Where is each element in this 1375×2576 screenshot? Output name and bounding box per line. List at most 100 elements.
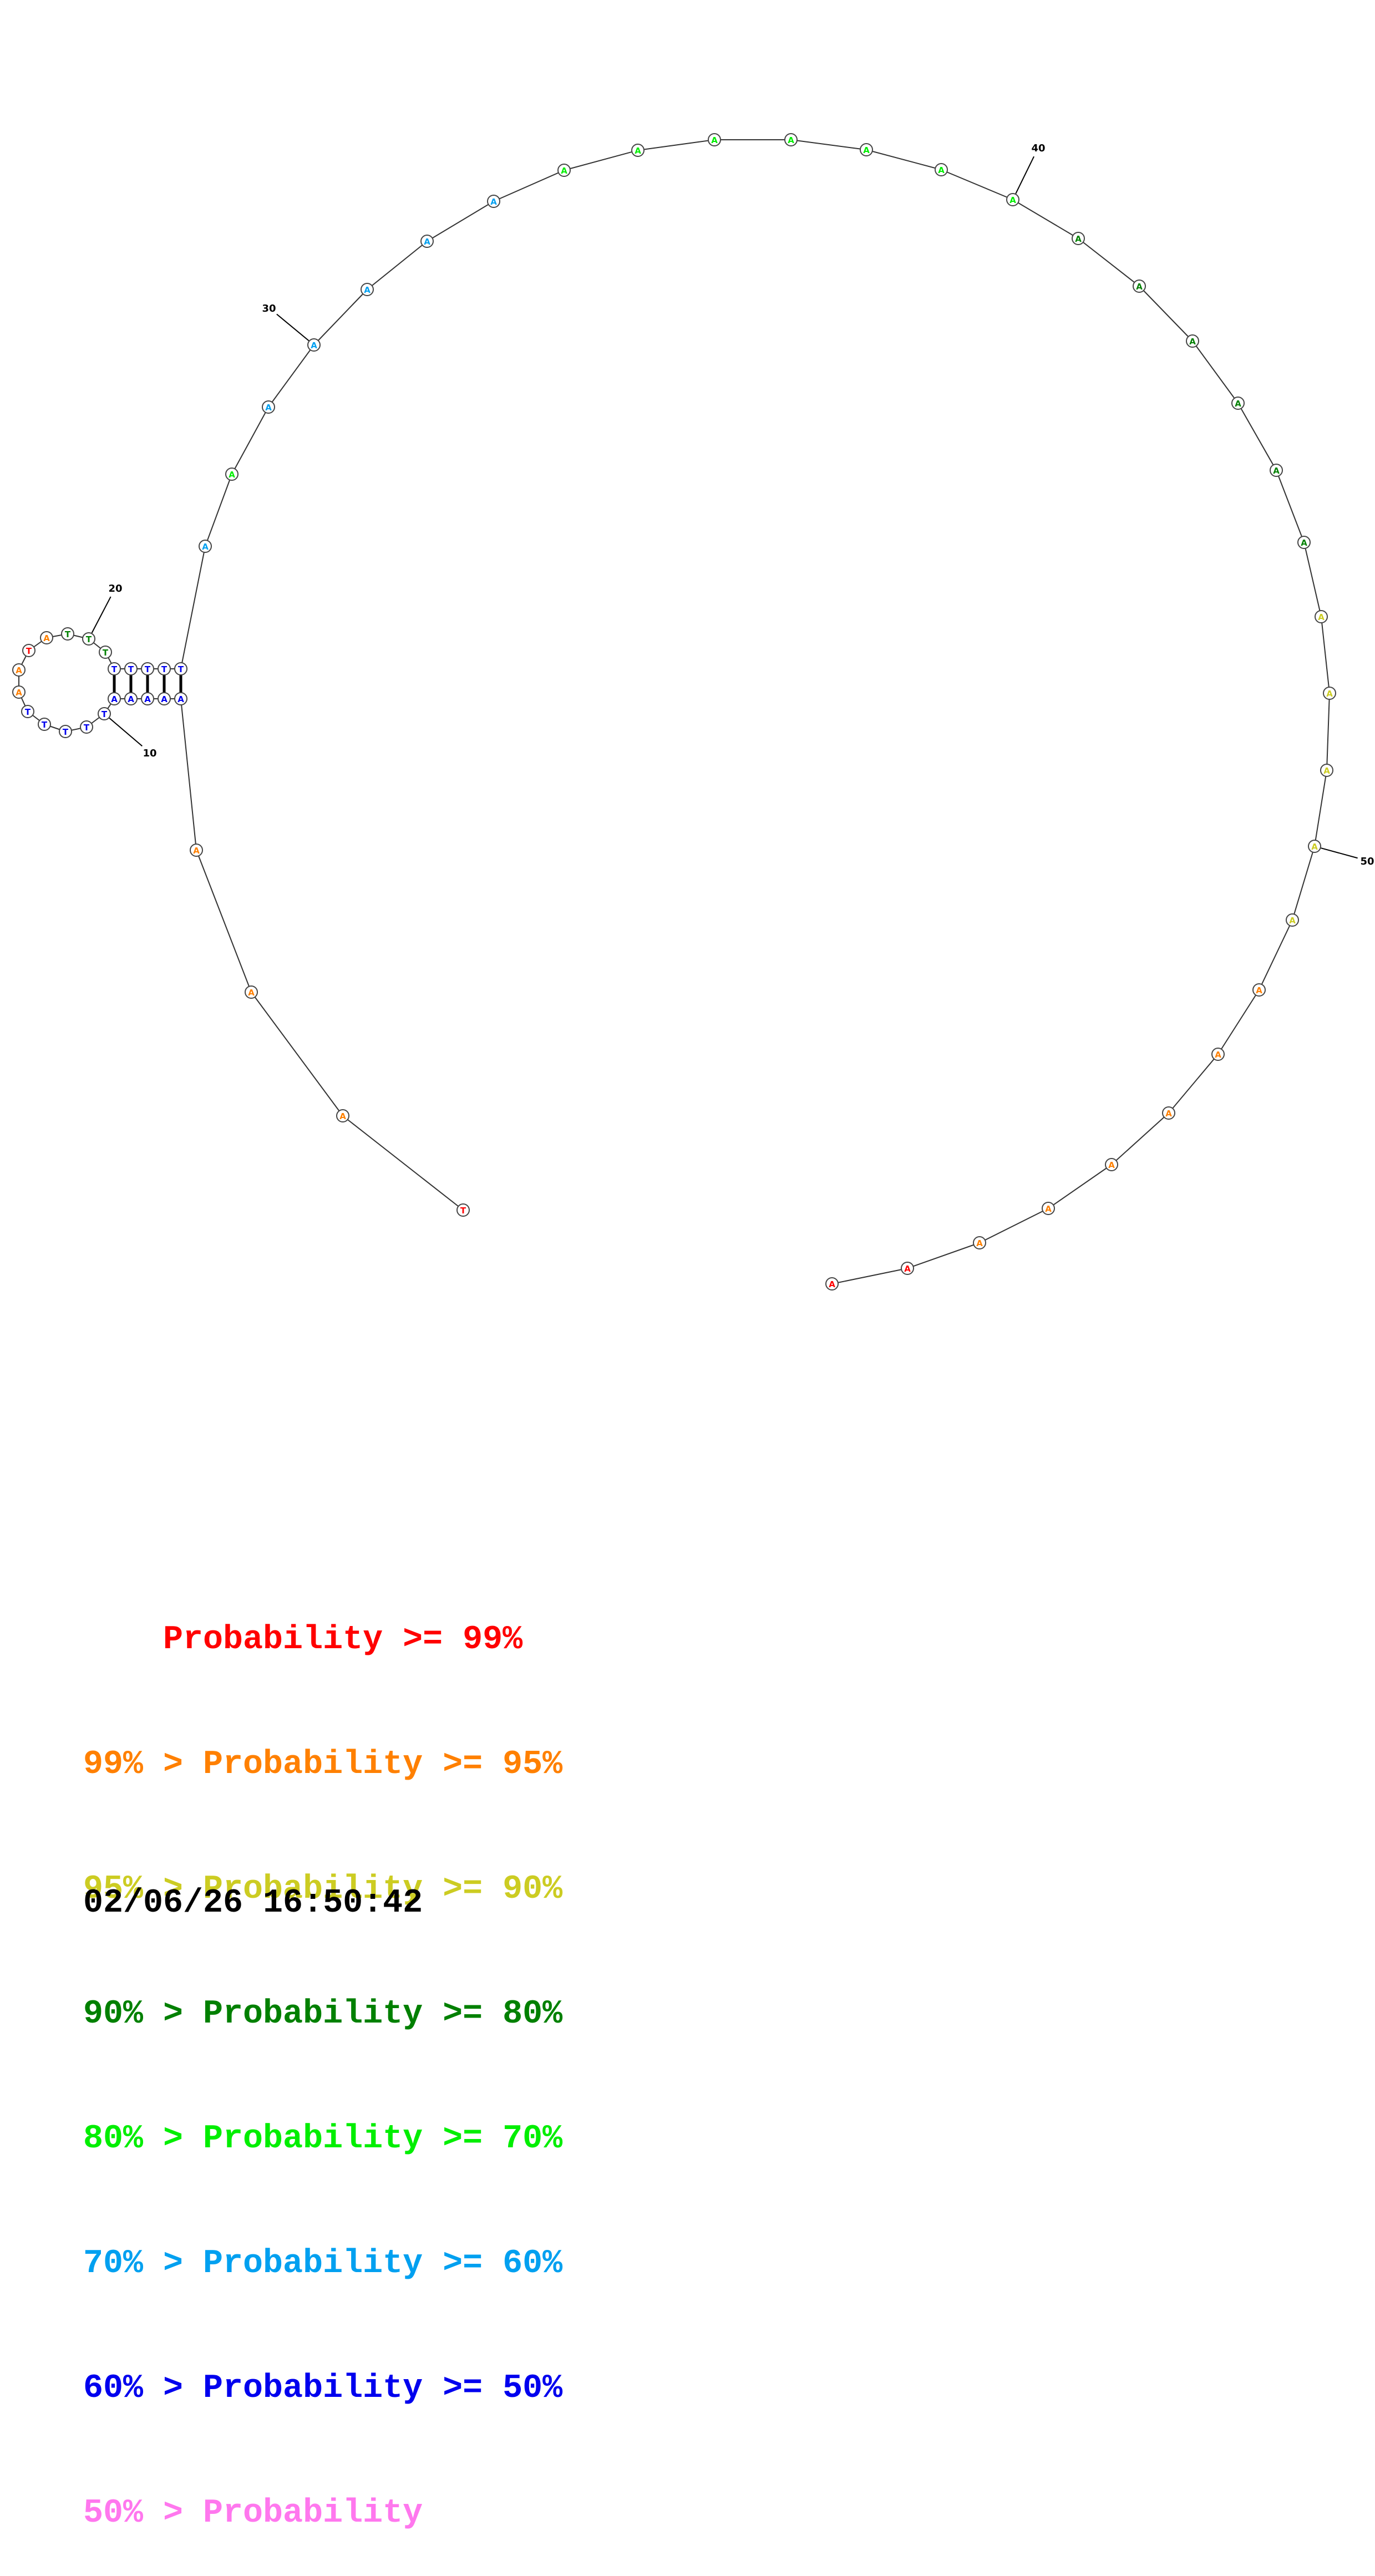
legend-row-p90: 95% > Probability >= 90% [83, 1871, 563, 1908]
timestamp: 02/06/26 16:50:42 [83, 1884, 423, 1922]
backbone-segment [231, 407, 269, 475]
nucleotide-base: T [178, 664, 184, 674]
base-pairs [113, 675, 182, 693]
backbone-segment [1192, 341, 1239, 404]
nucleotide-circle [22, 644, 35, 657]
nucleotide-circle [1006, 193, 1019, 206]
nucleotide-circle [901, 1262, 914, 1275]
backbone-segment [941, 169, 1013, 200]
nucleotide-circle [631, 144, 645, 157]
nucleotide-circle [361, 283, 374, 296]
nucleotide-base: A [976, 1238, 983, 1248]
probability-legend: Probability >= 99% 99% > Probability >= … [83, 1536, 562, 2576]
legend-row-p50: 60% > Probability >= 50% [83, 2370, 563, 2407]
nucleotide-base: A [1165, 1109, 1172, 1119]
nucleotide-base: A [1273, 466, 1280, 476]
nucleotide-circle [1162, 1106, 1175, 1120]
backbone-segment [1048, 1164, 1112, 1209]
nucleotide-base: A [16, 688, 22, 698]
legend-row-p95: 99% > Probability >= 95% [83, 1746, 563, 1784]
nucleotide-circle [336, 1109, 349, 1122]
nucleotide-base: A [43, 633, 50, 643]
backbone-segment [313, 289, 368, 346]
nucleotide-base: T [86, 634, 92, 644]
nucleotide-circle [557, 164, 571, 177]
backbone-segment [1292, 846, 1315, 921]
nucleotide-circle [307, 338, 321, 352]
nucleotide-circle [825, 1277, 839, 1290]
nucleotide-base: A [193, 846, 200, 856]
nucleotide-base: A [1323, 766, 1330, 776]
backbone-segment [790, 139, 867, 150]
backbone-segment [196, 850, 252, 993]
nucleotide-circle [21, 705, 34, 718]
nucleotide-circle [1297, 536, 1311, 549]
backbone-segment [1276, 470, 1305, 543]
backbone-segment [1168, 1054, 1219, 1114]
nucleotide-circle [1186, 334, 1199, 348]
nucleotide-base: A [248, 988, 255, 998]
nucleotide-base: A [111, 694, 118, 704]
backbone-segment [866, 149, 942, 170]
backbone-segment [251, 992, 343, 1116]
backbone-segment [1111, 1112, 1169, 1165]
nucleotide-base: A [863, 145, 870, 155]
backbone-segment [268, 344, 314, 408]
nucleotide-base: A [938, 165, 945, 175]
nucleotide-base: A [1311, 842, 1318, 852]
nucleotide-base: T [65, 629, 71, 639]
backbone-segment [979, 1208, 1049, 1243]
nucleotide-base: A [364, 285, 371, 295]
nucleotide-circle [158, 692, 171, 705]
nucleotide-base: A [1235, 399, 1241, 409]
nucleotide-circle [38, 718, 51, 731]
nucleotide-circle [158, 662, 171, 675]
nucleotide-base: A [1215, 1050, 1221, 1060]
nucleotide-base: A [1289, 916, 1296, 926]
nucleotide-base: A [904, 1264, 911, 1274]
nucleotide-base: A [1326, 689, 1333, 699]
nucleotide-base: A [635, 146, 641, 156]
nucleotide-base: T [84, 723, 90, 733]
nucleotide-circle [12, 663, 26, 677]
nucleotide-base: A [128, 694, 134, 704]
nucleotide-circle [487, 195, 500, 208]
nucleotide-circle [98, 707, 111, 720]
nucleotide-circle [1231, 397, 1245, 410]
nucleotide-circle [456, 1203, 470, 1217]
nucleotide-circle [1211, 1048, 1225, 1061]
position-tick-line [109, 718, 143, 747]
position-ticks: 10 20 30 40 50 [91, 143, 1374, 867]
backbone-segment [1217, 989, 1260, 1055]
legend-row-p70: 80% > Probability >= 70% [83, 2120, 563, 2158]
nucleotide-base: A [1256, 985, 1262, 995]
nucleotide-base: A [1075, 234, 1082, 244]
nucleotide-base: A [490, 197, 497, 207]
nucleotide-base: A [202, 542, 209, 552]
nucleotide-base: A [1189, 337, 1196, 347]
backbone-segment [1012, 199, 1079, 239]
nucleotide-circle [420, 235, 434, 248]
backbone-segment [427, 201, 494, 242]
nucleotide-base: A [311, 341, 317, 350]
backbone-segment [342, 1115, 464, 1211]
nucleotide-base: A [1045, 1204, 1052, 1214]
nucleotide-base: A [829, 1279, 835, 1289]
position-tick-line [91, 596, 111, 633]
nucleotide-circle [1252, 983, 1266, 997]
nucleotide-circle [108, 692, 121, 705]
nucleotide-base: T [103, 648, 109, 658]
nucleotide-circle [1072, 232, 1085, 245]
backbone [18, 139, 1330, 1284]
nucleotide-base: A [265, 403, 272, 413]
nucleotide-circle [935, 163, 948, 176]
nucleotide-base: A [339, 1111, 346, 1121]
nucleotide-base: A [1108, 1160, 1115, 1170]
nucleotide-circle [1270, 464, 1283, 477]
nucleotide-base: T [128, 664, 134, 674]
nucleotide-circle [1133, 280, 1146, 293]
nucleotide-base: A [788, 135, 794, 145]
nucleotide-circle [99, 646, 112, 659]
nucleotide-circle [1308, 840, 1321, 853]
nucleotide-base: A [711, 135, 718, 145]
